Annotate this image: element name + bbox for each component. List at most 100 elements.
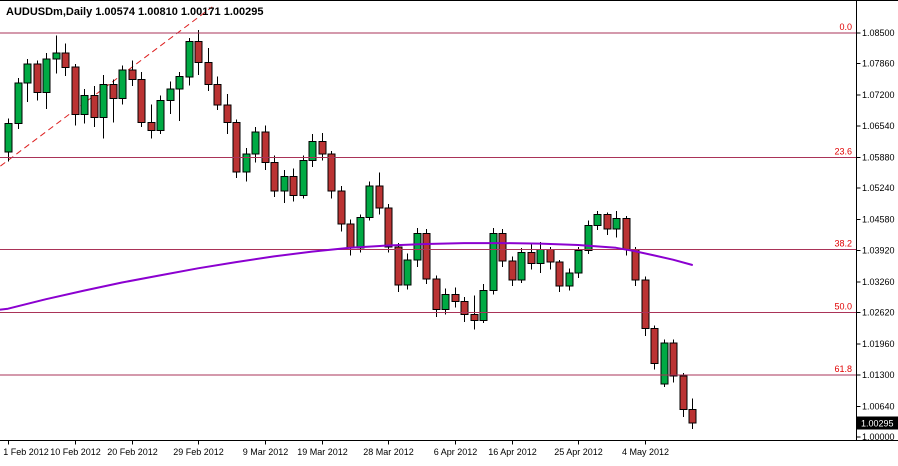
current-price-badge: 1.00295 <box>857 416 898 430</box>
time-axis-label: 9 Mar 2012 <box>243 447 289 457</box>
price-axis-label: 1.04580 <box>862 214 895 224</box>
bear-candle-body <box>508 260 517 281</box>
bear-candle-body <box>622 217 631 250</box>
bull-candle-body <box>166 88 175 101</box>
price-axis-label: 1.01960 <box>862 339 895 349</box>
bull-candle-body <box>536 248 545 265</box>
bear-candle-body <box>147 121 156 132</box>
bull-candle-body <box>479 290 488 322</box>
bear-candle-body <box>603 214 612 230</box>
fib-level-label: 50.0 <box>834 302 852 312</box>
price-axis-label: 1.00000 <box>862 432 895 442</box>
time-axis[interactable]: 1 Feb 2012 10 Feb 2012 20 Feb 2012 29 Feb 2… <box>3 440 669 458</box>
candlestick-series <box>4 30 697 429</box>
bull-candle-body <box>42 58 51 93</box>
time-axis-label: 16 Apr 2012 <box>488 447 537 457</box>
price-axis-label: 1.06540 <box>862 121 895 131</box>
bear-candle-body <box>460 301 469 315</box>
price-axis-label: 1.01300 <box>862 370 895 380</box>
bear-candle-body <box>679 375 688 411</box>
fib-level-label: 0.0 <box>839 22 852 32</box>
bear-candle-body <box>498 233 507 262</box>
price-axis-label: 1.07200 <box>862 90 895 100</box>
bear-candle-body <box>194 41 203 63</box>
bear-candle-body <box>470 313 479 322</box>
bear-candle-body <box>71 66 80 116</box>
price-axis-label: 1.03260 <box>862 277 895 287</box>
time-axis-label: 28 Mar 2012 <box>363 447 414 457</box>
bull-candle-body <box>517 252 526 281</box>
bull-candle-body <box>365 185 374 218</box>
bear-candle-body <box>641 279 650 330</box>
fib-level-label: 61.8 <box>834 364 852 374</box>
bull-candle-body <box>489 233 498 292</box>
price-badge-value: 1.00295 <box>861 419 894 429</box>
bull-candle-body <box>403 259 412 286</box>
bear-candle-body <box>223 104 232 123</box>
price-axis[interactable]: 1.08500 1.07860 1.07200 1.06540 1.05880 1.052… <box>856 28 895 442</box>
bear-candle-body <box>204 62 213 85</box>
bull-candle-body <box>118 69 127 100</box>
price-axis-label: 1.00640 <box>862 402 895 412</box>
bear-candle-body <box>375 185 384 209</box>
bear-candle-body <box>109 83 118 100</box>
bear-candle-body <box>451 293 460 302</box>
bull-candle-body <box>280 176 289 192</box>
chart-frame <box>0 0 898 441</box>
bull-candle-body <box>23 63 32 84</box>
time-axis-label: 10 Feb 2012 <box>50 447 101 457</box>
bull-candle-body <box>299 159 308 197</box>
bear-candle-body <box>232 121 241 173</box>
bear-candle-body <box>270 161 279 192</box>
bull-candle-body <box>593 214 602 227</box>
fibonacci-retracement[interactable]: 0.0 23.6 38.2 50.0 61.8 <box>0 22 857 376</box>
bear-candle-body <box>555 261 564 287</box>
bull-candle-body <box>251 131 260 155</box>
bull-candle-body <box>185 41 194 78</box>
price-axis-label: 1.02620 <box>862 308 895 318</box>
bull-candle-body <box>413 233 422 261</box>
price-badge-box <box>857 416 898 430</box>
bear-candle-body <box>688 409 697 424</box>
bear-candle-body <box>337 190 346 225</box>
moving-average-line <box>0 242 693 311</box>
bull-candle-body <box>574 250 583 274</box>
bear-candle-body <box>327 153 336 192</box>
bull-candle-body <box>99 83 108 119</box>
time-axis-label: 19 Mar 2012 <box>297 447 348 457</box>
time-axis-label: 20 Feb 2012 <box>107 447 158 457</box>
price-axis-label: 1.08500 <box>862 28 895 38</box>
bull-candle-body <box>356 216 365 249</box>
bull-candle-body <box>584 225 593 252</box>
bear-candle-body <box>289 176 298 196</box>
bear-candle-body <box>384 207 393 248</box>
bull-candle-body <box>4 122 13 153</box>
bear-candle-body <box>137 79 146 123</box>
bear-candle-body <box>631 248 640 281</box>
bear-candle-body <box>650 328 659 364</box>
bull-candle-body <box>14 82 23 124</box>
chart-title: AUDUSDm,Daily 1.00574 1.00810 1.00171 1.… <box>6 6 263 18</box>
time-axis-label: 25 Apr 2012 <box>554 447 603 457</box>
bear-candle-body <box>346 223 355 249</box>
bear-candle-body <box>527 252 536 265</box>
bear-candle-body <box>33 63 42 93</box>
price-axis-label: 1.05240 <box>862 183 895 193</box>
bull-candle-body <box>175 76 184 90</box>
bull-candle-body <box>242 153 251 173</box>
bull-candle-body <box>156 100 165 131</box>
bear-candle-body <box>546 248 555 263</box>
bull-candle-body <box>612 217 621 230</box>
time-axis-label: 29 Feb 2012 <box>173 447 224 457</box>
bear-candle-body <box>669 342 678 377</box>
price-axis-label: 1.03920 <box>862 246 895 256</box>
time-axis-label: 1 Feb 2012 <box>3 447 49 457</box>
bull-candle-body <box>80 95 89 116</box>
bear-candle-body <box>318 140 327 155</box>
time-axis-label: 6 Apr 2012 <box>434 447 478 457</box>
bear-candle-body <box>422 233 431 280</box>
bull-candle-body <box>308 140 317 161</box>
